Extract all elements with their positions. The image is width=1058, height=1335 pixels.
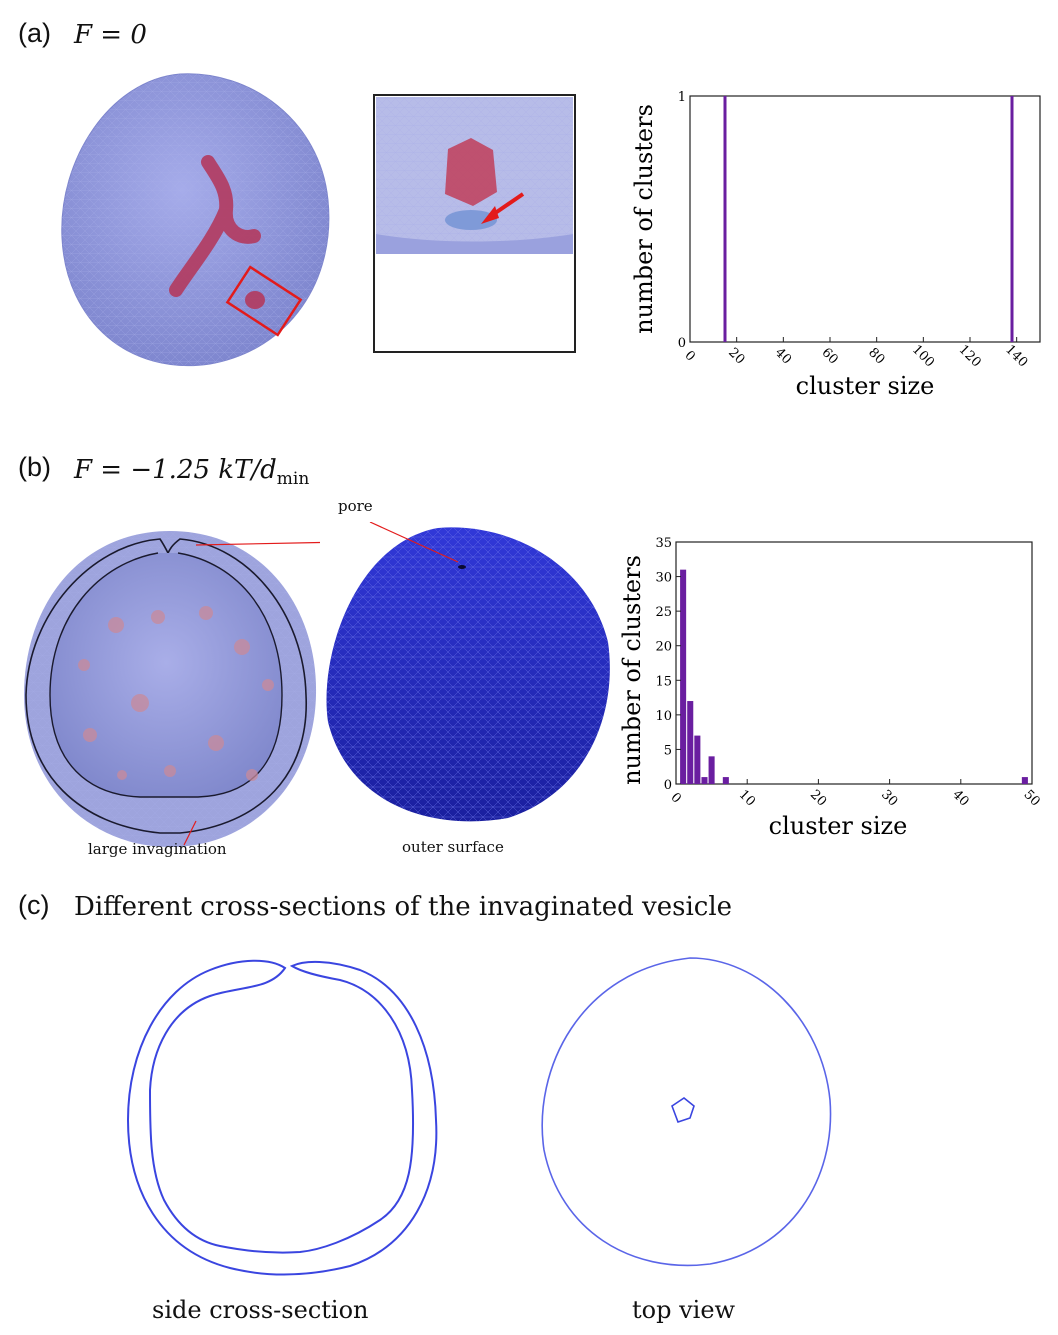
chart-b-bar	[694, 735, 701, 784]
chart-b-bar	[701, 777, 708, 784]
chart-a-ytick-label: 1	[678, 90, 686, 105]
chart-a-plot-frame	[689, 95, 1041, 343]
top-view-drawing	[541, 957, 832, 1267]
side-cross-section-drawing	[126, 959, 438, 1276]
chart-b-ytick-label: 30	[655, 571, 672, 586]
panel-a-equation: F = 0	[74, 20, 147, 50]
panel-b-equation: F = −1.25 kT/dmin	[74, 455, 310, 490]
chart-b-ytick-label: 20	[655, 640, 672, 655]
chart-a-ytick-label: 0	[678, 336, 686, 351]
chart-b-ytick-label: 10	[655, 709, 672, 724]
chart-b-xlabel: cluster size	[769, 812, 908, 840]
caption-side-cross-section: side cross-section	[152, 1296, 369, 1324]
vesicle-b-outer-surface	[326, 522, 610, 822]
annotation-pore: pore	[338, 497, 373, 515]
chart-b-ylabel: number of clusters	[620, 555, 646, 785]
chart-b-bar	[680, 569, 687, 784]
chart-a-xtick-label: 120	[956, 342, 984, 370]
panel-c-title: Different cross-sections of the invagina…	[74, 892, 733, 922]
chart-b-ytick-label: 25	[655, 605, 672, 620]
chart-a-xlabel: cluster size	[796, 372, 935, 400]
chart-a-xtick-label: 80	[865, 345, 887, 367]
vesicle-b-section	[24, 531, 320, 847]
chart-b-xtick-label: 40	[949, 787, 971, 809]
panel-a-label: (a)	[18, 18, 51, 48]
chart-b-ytick-label: 5	[664, 743, 672, 758]
chart-b-xtick-label: 20	[807, 787, 829, 809]
chart-b-plot-frame	[675, 541, 1033, 785]
chart-b-bar	[722, 777, 729, 784]
zoom-inset-a	[373, 94, 576, 353]
chart-b-xtick-label: 50	[1020, 787, 1042, 809]
vesicle-a-render	[61, 73, 330, 366]
caption-top-view: top view	[632, 1296, 736, 1324]
chart-b-ytick-label: 15	[655, 674, 672, 689]
chart-a-xtick-label: 60	[818, 345, 840, 367]
chart-b-xtick-label: 30	[878, 787, 900, 809]
chart-a-ylabel: number of clusters	[630, 104, 658, 334]
annotation-large-invagination: large invagination	[88, 840, 227, 858]
chart-b-xtick-label: 10	[736, 787, 758, 809]
chart-a-xtick-label: 40	[772, 345, 794, 367]
chart-a-axes	[689, 95, 1041, 343]
chart-a-bar	[723, 96, 727, 342]
chart-b-ytick-label: 0	[664, 778, 672, 793]
panel-b-label: (b)	[18, 452, 51, 482]
chart-b-bar	[708, 756, 715, 784]
panel-c-label: (c)	[18, 890, 50, 920]
chart-b-ytick-label: 35	[655, 536, 672, 551]
chart-b-bar	[1021, 777, 1028, 784]
annotation-outer-surface: outer surface	[402, 838, 504, 856]
chart-a-xtick-label: 20	[725, 345, 747, 367]
chart-a-xtick-label: 100	[909, 342, 937, 370]
chart-b-bar	[687, 701, 694, 784]
chart-a-xtick-label: 140	[1002, 342, 1030, 370]
chart-a-bar	[1010, 96, 1014, 342]
